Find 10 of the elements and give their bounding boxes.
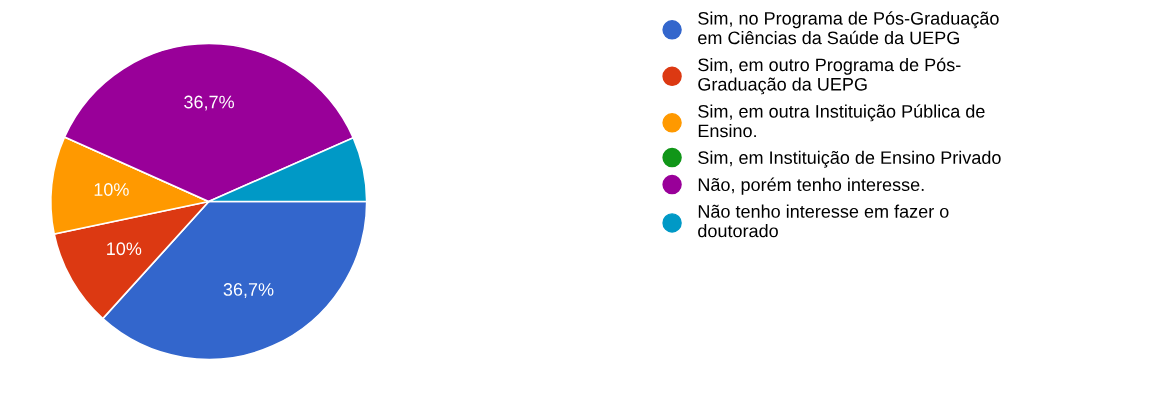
legend-label: Não, porém tenho interesse. [698, 177, 924, 195]
data-label: 36,7% [184, 95, 234, 111]
data-label: 10% [107, 242, 142, 256]
legend-label: Sim, no Programa de Pós-Graduação em Ciências da Saúde da UEPG [698, 11, 999, 45]
legend-label: Sim, em outro Programa de Pós- Graduação da UEPG [698, 57, 961, 95]
legend-label: Sim, em outra Instituição Pública de Ensino. [698, 104, 985, 138]
data-label: 10% [94, 183, 129, 196]
legend-label: Não tenho interesse em fazer o doutorado [698, 204, 949, 238]
data-label: 36,7% [223, 283, 274, 298]
legend-label: Sim, em Instituição de Ensino Privado [698, 150, 1001, 168]
